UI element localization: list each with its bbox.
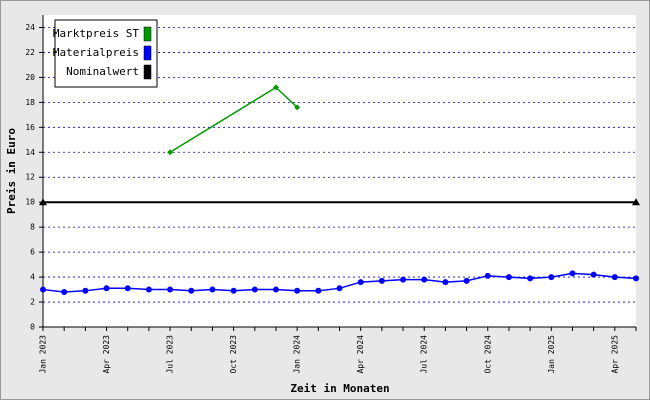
- point: [590, 271, 597, 278]
- point: [272, 286, 279, 293]
- y-tick-label: 8: [30, 223, 35, 232]
- x-tick-label: Jan 2023: [39, 335, 48, 374]
- point: [633, 275, 639, 282]
- x-tick-label: Oct 2024: [483, 335, 492, 374]
- point: [167, 149, 174, 156]
- x-tick-label: Apr 2025: [610, 335, 619, 374]
- y-axis-title: Preis in Euro: [5, 128, 18, 214]
- legend-label: Nominalwert: [66, 65, 139, 78]
- point: [294, 104, 301, 111]
- x-tick-label: Jan 2024: [293, 335, 302, 374]
- y-tick-label: 18: [25, 98, 35, 107]
- point: [272, 84, 279, 91]
- point: [230, 287, 237, 294]
- point: [124, 285, 131, 292]
- point: [145, 286, 152, 293]
- point: [611, 274, 618, 281]
- point: [209, 286, 216, 293]
- point: [421, 276, 428, 283]
- point: [505, 274, 512, 281]
- y-tick-label: 20: [25, 73, 35, 82]
- point: [315, 287, 322, 294]
- point: [103, 285, 110, 292]
- y-tick-label: 14: [25, 148, 35, 157]
- x-tick-label: Jul 2023: [166, 335, 175, 374]
- point: [167, 286, 174, 293]
- y-tick-label: 24: [25, 23, 35, 32]
- point: [294, 287, 301, 294]
- point: [40, 286, 46, 293]
- point: [548, 274, 555, 281]
- legend-label: Materialpreis: [53, 46, 139, 59]
- y-tick-label: 6: [30, 248, 35, 257]
- y-tick-label: 4: [30, 273, 35, 282]
- x-axis-title: Zeit in Monaten: [290, 382, 389, 395]
- legend-swatch: [143, 26, 152, 42]
- legend-box: [54, 19, 158, 88]
- point: [527, 275, 534, 282]
- point: [336, 285, 343, 292]
- point: [251, 286, 258, 293]
- x-tick-label: Apr 2024: [356, 335, 365, 374]
- point: [39, 198, 47, 206]
- point: [188, 287, 195, 294]
- point: [82, 287, 89, 294]
- y-tick-label: 12: [25, 173, 35, 182]
- x-tick-label: Oct 2023: [229, 335, 238, 374]
- point: [484, 272, 491, 279]
- x-tick-label: Jan 2025: [547, 335, 556, 374]
- point: [400, 276, 407, 283]
- point: [463, 277, 470, 284]
- y-tick-label: 22: [25, 48, 35, 57]
- point: [569, 270, 576, 277]
- point: [442, 279, 449, 286]
- y-tick-label: 16: [25, 123, 35, 132]
- legend-label: Marktpreis ST: [53, 27, 139, 40]
- y-tick-label: 2: [30, 298, 35, 307]
- legend-swatch: [143, 64, 152, 80]
- point: [632, 198, 640, 206]
- point: [378, 277, 385, 284]
- y-tick-label: 0: [30, 323, 35, 332]
- x-tick-label: Apr 2023: [102, 335, 111, 374]
- legend-swatch: [143, 45, 152, 61]
- point: [61, 289, 68, 296]
- y-tick-label: 10: [25, 198, 35, 207]
- point: [357, 279, 364, 286]
- x-tick-label: Jul 2024: [420, 335, 429, 374]
